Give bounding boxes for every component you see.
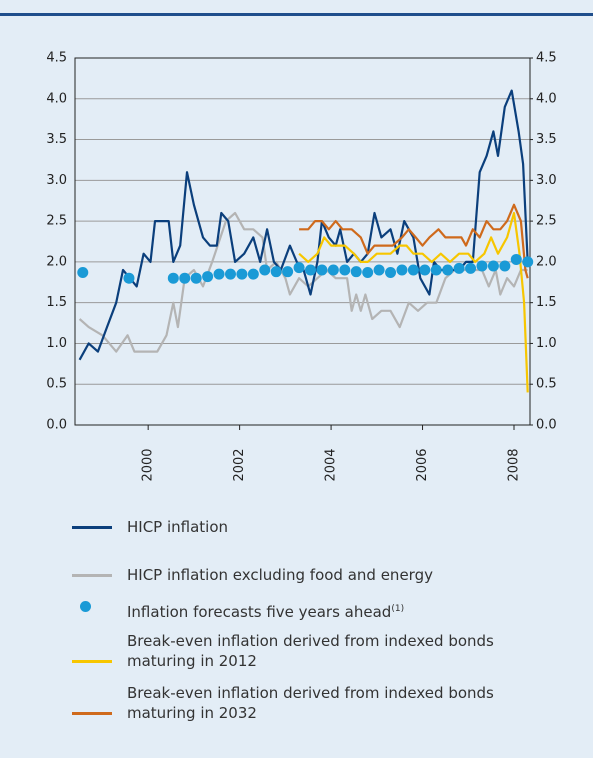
forecast-dot [465,262,477,274]
x-tick-label: 2002 [232,448,247,481]
forecast-dot [362,266,374,278]
y-tick-label: 0.5 [46,377,67,392]
footnote-marker: (1) [391,604,405,614]
y-tick-label: 1.5 [46,295,67,310]
forecast-dot [179,272,191,284]
forecast-dot [373,264,385,276]
y2-tick-label: 4.0 [536,91,557,106]
forecast-dot [385,266,397,278]
x-tick-label: 2006 [415,448,430,481]
forecast-dot [499,260,511,272]
forecast-dot [167,272,179,284]
y-tick-label: 0.0 [46,418,67,433]
x-tick-label: 2000 [141,448,156,481]
legend-key [80,601,91,612]
forecast-dot [510,253,522,265]
legend-text: HICP inflation [127,518,229,536]
chart: 0.0 0.5 1.0 1.5 2.0 2.5 3.0 3.5 4.0 4.5 0.0 0.5 1.0 1… [0,13,593,482]
plot-frame [74,57,531,426]
legend-text: Break-even inflation derived from indexe… [127,684,494,722]
legend-label: Inflation forecasts five years ahead(1) [127,599,527,622]
y-tick-label: 3.5 [46,132,67,147]
forecast-dot [522,256,534,268]
y-tick-label: 2.0 [46,254,67,269]
forecast-dot [293,262,305,274]
legend-text: HICP inflation excluding food and energy [127,566,433,584]
forecast-dot [453,262,465,274]
legend-label: Break-even inflation derived from indexe… [127,631,527,671]
y-tick-label: 3.0 [46,173,67,188]
series-line [299,203,529,279]
top-rule [0,13,593,16]
forecast-dot [270,266,282,278]
forecast-dot [327,264,339,276]
legend-key [72,660,112,663]
legend-key [72,526,112,529]
forecast-dot [190,272,202,284]
y2-tick-label: 4.5 [536,51,557,66]
y2-tick-label: 2.0 [536,254,557,269]
series-line [78,89,529,361]
y2-tick-label: 3.0 [536,173,557,188]
y2-tick-label: 1.0 [536,336,557,351]
forecast-dot [476,260,488,272]
forecast-dot [305,264,317,276]
forecast-dot [77,266,89,278]
legend-key [72,574,112,577]
y-tick-label: 4.5 [46,51,67,66]
y-tick-label: 4.0 [46,91,67,106]
y-tick-label: 2.5 [46,214,67,229]
forecast-dot [396,264,408,276]
series-line [298,211,529,393]
legend-text: Inflation forecasts five years ahead [127,603,392,621]
forecast-dot [430,264,442,276]
forecast-dot [236,268,248,280]
forecast-dot [487,260,499,272]
forecast-dot [213,268,225,280]
y2-tick-label: 3.5 [536,132,557,147]
forecast-dot [224,268,236,280]
forecast-dot [350,266,362,278]
forecast-dot [282,266,294,278]
forecast-dot [316,264,328,276]
forecast-dot [442,264,454,276]
forecast-dot [339,264,351,276]
y2-tick-label: 0.5 [536,377,557,392]
forecast-dot [202,271,214,283]
forecast-dot [259,264,271,276]
series-line [78,211,528,353]
forecast-dot [407,264,419,276]
forecast-dot [247,268,259,280]
legend-label: HICP inflation [127,517,527,537]
legend-label: Break-even inflation derived from indexe… [127,683,527,723]
y2-tick-label: 2.5 [536,214,557,229]
forecast-dot [123,272,135,284]
y-tick-label: 1.0 [46,336,67,351]
forecast-dot [419,264,431,276]
x-tick-label: 2008 [506,448,521,481]
legend-text: Break-even inflation derived from indexe… [127,632,494,670]
legend-key [72,712,112,715]
x-tick-label: 2004 [324,448,339,481]
y2-tick-label: 0.0 [536,418,557,433]
y2-tick-label: 1.5 [536,295,557,310]
legend-label: HICP inflation excluding food and energy [127,565,527,585]
